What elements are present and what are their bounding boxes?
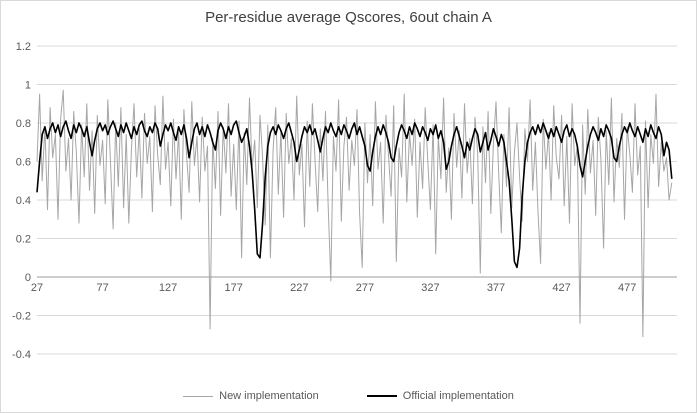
x-tick-label: 477 bbox=[618, 282, 636, 294]
series-line-new bbox=[36, 89, 673, 338]
legend-line-sample-official bbox=[366, 395, 397, 397]
legend-item-new: New implementation bbox=[183, 390, 319, 402]
legend: New implementation Official implementati… bbox=[1, 390, 696, 402]
y-tick-label: 0.4 bbox=[16, 195, 31, 207]
legend-label-official: Official implementation bbox=[402, 390, 514, 402]
y-tick-label: 0.6 bbox=[16, 157, 31, 169]
y-tick-label: 1.2 bbox=[16, 41, 31, 53]
chart-title: Per-residue average Qscores, 6out chain … bbox=[205, 9, 492, 26]
x-tick-label: 327 bbox=[421, 282, 439, 294]
x-tick-label: 77 bbox=[96, 282, 108, 294]
x-tick-label: 277 bbox=[356, 282, 374, 294]
x-tick-label: 177 bbox=[225, 282, 243, 294]
series-line-official bbox=[36, 120, 673, 269]
x-tick-label: 27 bbox=[31, 282, 43, 294]
x-tick-label: 377 bbox=[487, 282, 505, 294]
y-tick-label: -0.4 bbox=[12, 349, 31, 361]
y-tick-label: 1 bbox=[25, 80, 31, 92]
y-tick-label: -0.2 bbox=[12, 311, 31, 323]
legend-label-new: New implementation bbox=[219, 390, 319, 402]
legend-item-official: Official implementation bbox=[366, 390, 514, 402]
y-tick-label: 0 bbox=[25, 272, 31, 284]
legend-line-sample-new bbox=[183, 395, 214, 397]
y-tick-label: 0.8 bbox=[16, 118, 31, 130]
y-tick-label: 0.2 bbox=[16, 234, 31, 246]
x-tick-label: 227 bbox=[290, 282, 308, 294]
x-tick-label: 127 bbox=[159, 282, 177, 294]
x-tick-label: 427 bbox=[552, 282, 570, 294]
